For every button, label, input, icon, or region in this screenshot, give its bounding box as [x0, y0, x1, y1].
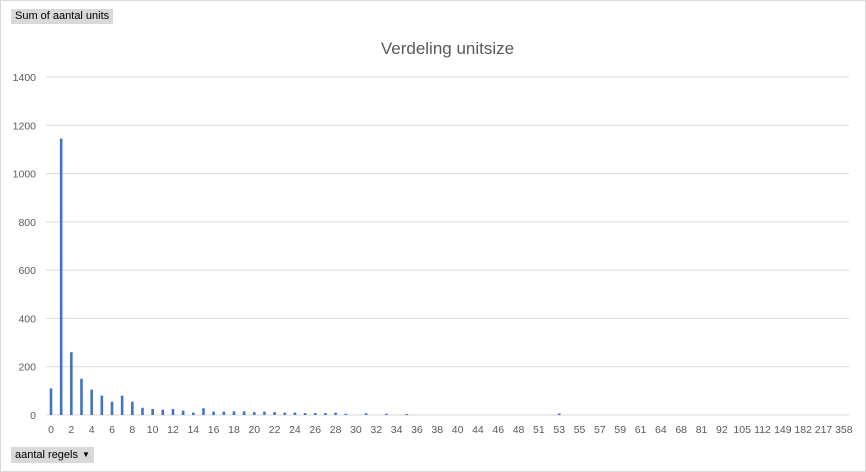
x-tick-label: 55	[574, 424, 586, 436]
row-field-label: aantal regels	[15, 449, 78, 461]
x-tick-label: 112	[754, 424, 771, 436]
value-field-button[interactable]: Sum of aantal units	[11, 9, 114, 24]
bar-12	[171, 408, 175, 415]
bar-33	[385, 413, 388, 415]
x-tick-label: 105	[733, 424, 751, 436]
x-tick-label: 51	[533, 424, 545, 436]
x-tick-label: 26	[309, 424, 321, 436]
x-tick-label: 4	[89, 424, 95, 436]
x-tick-label: 182	[794, 424, 812, 436]
bar-0	[49, 388, 53, 415]
bar-15	[202, 408, 205, 415]
bar-29	[344, 413, 348, 415]
bar-23	[283, 412, 287, 415]
x-tick-label: 57	[594, 424, 606, 436]
x-tick-label: 358	[835, 424, 853, 436]
x-tick-label: 61	[635, 424, 647, 436]
x-tick-label: 18	[228, 424, 240, 436]
bar-35	[405, 414, 409, 415]
x-tick-label: 20	[248, 424, 260, 436]
bar-22	[273, 412, 276, 415]
x-tick-label: 16	[208, 424, 220, 436]
y-tick-label: 200	[18, 362, 36, 374]
bar-26	[313, 413, 317, 415]
x-tick-label: 68	[675, 424, 687, 436]
x-tick-label: 81	[696, 424, 708, 436]
bar-31	[364, 413, 368, 415]
bar-8	[131, 401, 134, 415]
bar-21	[263, 411, 266, 415]
y-axis-ticks: 0 200 400 600 800 1000 1200 1400	[13, 72, 37, 422]
x-tick-label: 34	[391, 424, 403, 436]
chart-title: Verdeling unitsize	[381, 39, 514, 58]
bar-14	[192, 412, 195, 415]
x-tick-label: 46	[492, 424, 504, 436]
x-tick-label: 38	[431, 424, 443, 436]
x-tick-label: 44	[472, 424, 484, 436]
x-tick-label: 22	[269, 424, 281, 436]
bar-6	[110, 401, 114, 415]
x-tick-label: 2	[68, 424, 74, 436]
bar-5	[100, 395, 104, 415]
gridlines	[46, 76, 849, 416]
x-tick-label: 149	[774, 424, 792, 436]
bar-28	[334, 412, 337, 415]
x-tick-label: 28	[330, 424, 342, 436]
x-tick-label: 217	[815, 424, 833, 436]
x-tick-label: 59	[614, 424, 626, 436]
bar-3	[80, 378, 83, 415]
x-tick-label: 6	[109, 424, 115, 436]
bar-10	[151, 408, 154, 415]
bar-2	[70, 352, 73, 415]
x-tick-label: 48	[513, 424, 525, 436]
y-tick-label: 1400	[13, 72, 37, 84]
y-tick-label: 0	[30, 410, 36, 422]
bar-13	[181, 410, 185, 415]
x-tick-label: 14	[187, 424, 199, 436]
bar-20	[252, 412, 256, 415]
bar-24	[293, 412, 297, 415]
bar-1	[59, 138, 63, 416]
bar-27	[324, 413, 327, 415]
bar-11	[161, 409, 165, 415]
row-field-button[interactable]: aantal regels ▼	[11, 447, 94, 463]
x-tick-label: 8	[129, 424, 135, 436]
x-tick-label: 10	[147, 424, 159, 436]
x-tick-label: 64	[655, 424, 667, 436]
bar-19	[242, 411, 246, 415]
x-axis-ticks: 0 2 4 6 8 10 12 14 16 18 20 22 24 26 28 30 32 34 36 38 40 44 4…	[48, 424, 853, 436]
bar-7	[120, 395, 124, 415]
x-tick-label: 40	[452, 424, 464, 436]
x-tick-label: 0	[48, 424, 54, 436]
y-tick-label: 400	[18, 313, 36, 325]
bar-25	[303, 413, 307, 415]
x-tick-label: 53	[553, 424, 565, 436]
x-tick-label: 12	[167, 424, 179, 436]
bar-53	[557, 413, 561, 415]
bars	[49, 138, 561, 416]
x-tick-label: 24	[289, 424, 301, 436]
y-tick-label: 1000	[13, 169, 37, 181]
y-tick-label: 800	[18, 217, 36, 229]
value-field-label: Sum of aantal units	[15, 10, 110, 22]
x-tick-label: 32	[370, 424, 382, 436]
bar-16	[212, 411, 215, 415]
bar-18	[232, 411, 236, 415]
x-tick-label: 92	[716, 424, 728, 436]
y-tick-label: 600	[18, 265, 36, 277]
x-tick-label: 36	[411, 424, 423, 436]
bar-17	[222, 411, 226, 415]
bar-4	[90, 389, 93, 415]
triangle-down-icon[interactable]: ▼	[82, 450, 90, 459]
y-tick-label: 1200	[13, 120, 37, 132]
x-tick-label: 30	[350, 424, 362, 436]
bar-9	[141, 407, 144, 415]
